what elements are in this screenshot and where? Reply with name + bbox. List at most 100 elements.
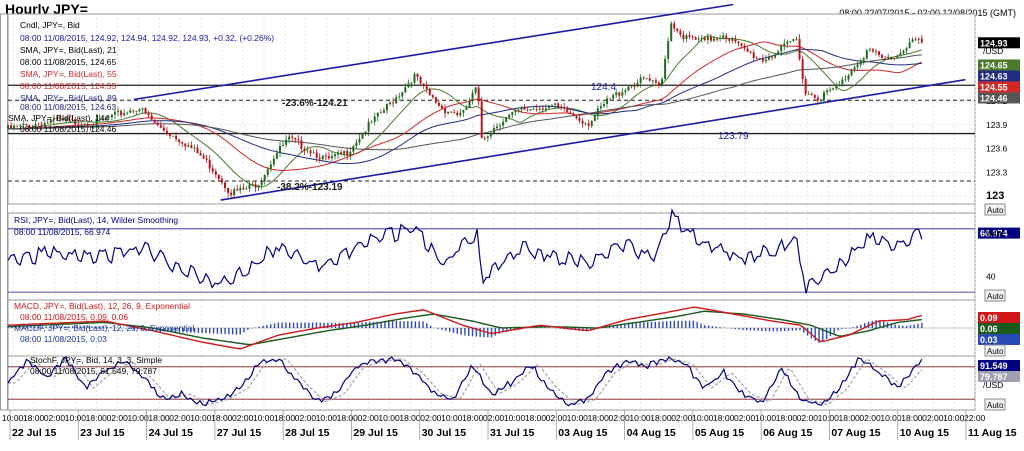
candle-body (141, 108, 144, 110)
price-panel (7, 3, 975, 201)
date-tick-label: 29 Jul 15 (353, 427, 398, 439)
candle-body (398, 96, 401, 98)
legend-macdf-value: 08:00 11/08/2015, 0.03 (20, 334, 107, 344)
candle-body (306, 150, 309, 152)
candle-body (153, 119, 156, 123)
date-tick-label: 11 Aug 15 (968, 427, 1017, 439)
candle-body (627, 86, 630, 91)
level-1244-label: 124.4 (591, 82, 616, 93)
candle-body (68, 118, 71, 120)
price-annotations: -23.6%-124.21 -38.2%-123.19 124.4 123.79 (277, 82, 749, 193)
legend-candle-values: 08:00 11/08/2015, 124.92, 124.94, 124.92… (20, 33, 274, 43)
candle-body (382, 110, 385, 113)
candle-body (685, 35, 688, 39)
candle-body (352, 146, 355, 152)
candle-body (86, 124, 89, 127)
candle-body (654, 80, 657, 83)
time-tick-label: 02:00 (797, 413, 819, 423)
time-tick-label: 18:00 (148, 413, 170, 423)
auto-label-macd: Auto (987, 347, 1004, 356)
candle-body (783, 43, 786, 46)
price-value-tag (978, 70, 1020, 82)
fib-382-label: -38.2%-123.19 (277, 182, 343, 193)
auto-button-rsi[interactable] (984, 289, 1006, 302)
candle-body (147, 113, 150, 116)
auto-button-stoch[interactable] (984, 398, 1006, 411)
candle-body (786, 41, 789, 44)
candle-body (902, 50, 905, 54)
time-tick-label: 10:00 (2, 413, 24, 423)
candle-body (893, 58, 896, 59)
price-tick-label: 123.9 (986, 120, 1008, 130)
candle-body (450, 111, 453, 113)
candle-body (480, 101, 483, 139)
legend-sma55-name: SMA, JPY=, Bid(Last), 55 (20, 69, 117, 79)
candle-body (343, 150, 346, 154)
price-value-tag-label: 124.65 (980, 60, 1008, 70)
time-tick-label: 02:00 (608, 413, 630, 423)
candle-body (98, 118, 101, 120)
candle-body (444, 108, 447, 114)
candle-body (358, 138, 361, 143)
candle-body (636, 82, 639, 87)
candle-body (606, 98, 609, 104)
candle-body (755, 57, 758, 59)
price-value-tag (978, 59, 1020, 71)
candle-body (777, 51, 780, 55)
candle-body (865, 50, 868, 59)
candle-body (395, 97, 398, 104)
candle-body (489, 133, 492, 137)
auto-button-macd[interactable] (984, 344, 1006, 357)
stoch-value-tag (978, 360, 1020, 371)
candle-body (881, 54, 884, 58)
channel-upper-line (133, 3, 734, 101)
stochastic-panel (7, 356, 975, 407)
macd-value-tag-label: 0.09 (980, 313, 998, 323)
candle-body (798, 38, 801, 60)
candle-body (318, 157, 321, 160)
candle-body (266, 169, 269, 176)
candle-body (523, 107, 526, 110)
candle-body (734, 38, 737, 42)
candle-body (431, 95, 434, 98)
candle-body (618, 92, 621, 96)
candle-body (694, 37, 697, 40)
candle-body (230, 192, 233, 196)
candle-body (871, 49, 874, 52)
candle-body (801, 59, 804, 79)
candle-body (223, 182, 226, 189)
candle-body (679, 30, 682, 35)
auto-button-price[interactable] (984, 203, 1006, 216)
time-tick-label: 10:00 (629, 413, 651, 423)
candle-body (792, 39, 795, 42)
candle-body (202, 155, 205, 159)
candle-body (77, 124, 80, 126)
candle-body (285, 139, 288, 145)
candle-body (456, 112, 459, 116)
candle-body (447, 111, 450, 114)
candle-body (700, 37, 703, 39)
candle-body (532, 108, 535, 110)
candle-body (205, 158, 208, 160)
legend-sma89-value: 08:00 11/08/2015, 124.63 (20, 102, 117, 112)
candle-body (868, 49, 871, 51)
candle-body (254, 183, 257, 188)
candle-body (89, 126, 92, 128)
candle-body (581, 120, 584, 124)
candle-body (58, 118, 61, 120)
candle-body (172, 135, 175, 137)
candle-body (807, 94, 810, 95)
candle-body (499, 125, 502, 127)
candle-body (502, 121, 505, 126)
candle-body (642, 77, 645, 79)
candle-body (835, 85, 838, 89)
candle-body (22, 123, 25, 125)
candle-body (599, 106, 602, 109)
candle-body (263, 175, 266, 182)
candle-body (156, 122, 159, 126)
candle-body (159, 125, 162, 128)
candle-body (725, 35, 728, 39)
stoch-legend: StochF, JPY=, Bid, 14, 3, 3, Simple 08:0… (30, 355, 162, 376)
rsi-legend: RSI, JPY=, Bid(Last), 14, Wilder Smoothi… (14, 215, 1006, 238)
candle-body (300, 140, 303, 149)
